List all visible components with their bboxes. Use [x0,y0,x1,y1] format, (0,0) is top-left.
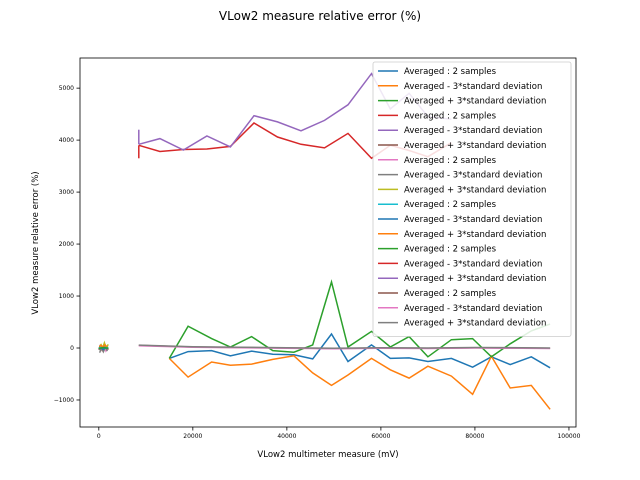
legend: Averaged : 2 samples Averaged - 3*standar… [372,61,572,337]
legend-entry: Averaged : 2 samples [404,67,497,77]
legend-entry: Averaged : 2 samples [404,289,497,299]
series-line-12 [98,346,109,350]
x-axis-label: VLow2 multimeter measure (mV) [257,450,398,460]
legend-entry: Averaged - 3*standard deviation [404,82,542,92]
legend-entry: Averaged + 3*standard deviation [404,230,546,240]
legend-entry: Averaged - 3*standard deviation [404,171,542,181]
x-tick-label: 20000 [183,433,202,440]
chart-title: VLow2 measure relative error (%) [219,9,421,23]
x-tick-label: 60000 [371,433,390,440]
y-tick-label: 1000 [59,293,74,300]
x-tick-label: 0 [97,433,101,440]
legend-entry: Averaged + 3*standard deviation [404,274,546,284]
series-line-2 [168,279,551,359]
legend-entry: Averaged + 3*standard deviation [404,185,546,195]
y-tick-label: 4000 [59,137,74,144]
series-line-17 [138,344,551,350]
legend-entry: Averaged - 3*standard deviation [404,304,542,314]
y-axis-label: VLow2 measure relative error (%) [31,171,41,314]
legend-entry: Averaged + 3*standard deviation [404,319,546,329]
x-tick-label: 80000 [465,433,484,440]
y-tick-label: 0 [70,345,74,352]
x-tick-label: 40000 [277,433,296,440]
legend-entry: Averaged - 3*standard deviation [404,126,542,136]
y-tick-label: 5000 [59,85,74,92]
legend-entry: Averaged + 3*standard deviation [404,97,546,107]
series-line-1 [168,354,551,410]
legend-entry: Averaged : 2 samples [404,111,497,121]
series-line-0 [169,332,551,369]
legend-entry: Averaged : 2 samples [404,245,497,255]
y-tick-label: 3000 [59,189,74,196]
legend-entry: Averaged : 2 samples [404,156,497,166]
legend-box [372,61,572,337]
axes: 0 20000 40000 60000 80000 100000 −1000 0 1000 200… [54,57,581,440]
x-tick-label: 100000 [557,433,580,440]
legend-entry: Averaged - 3*standard deviation [404,215,542,225]
y-tick-label: 2000 [59,241,74,248]
plot-area [98,72,551,410]
legend-entry: Averaged : 2 samples [404,200,497,210]
legend-entry: Averaged + 3*standard deviation [404,141,546,151]
legend-entry: Averaged - 3*standard deviation [404,259,542,269]
plot-frame [79,57,577,428]
y-tick-label: −1000 [54,397,74,404]
